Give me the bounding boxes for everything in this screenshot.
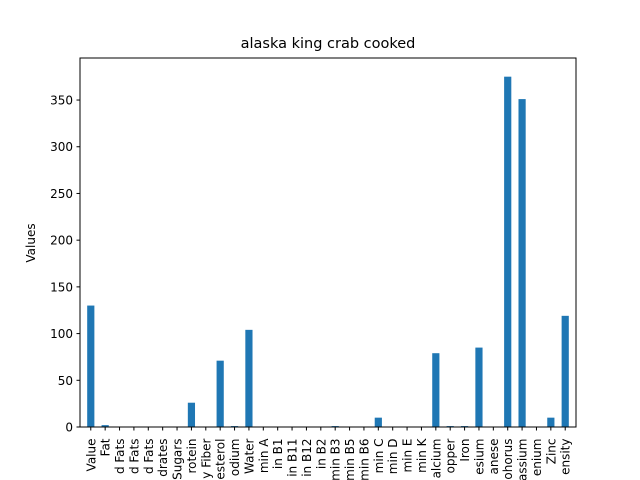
x-tick-label-4: d Fats [142,439,156,475]
x-tick-label-23: min K [415,437,429,472]
bar-1 [101,425,109,427]
x-tick-label-3: d Fats [127,439,141,475]
x-tick-label-22: min E [401,439,415,473]
x-tick-label-30: assium [516,439,530,480]
y-tick-label-1: 50 [58,374,73,388]
x-tick-label-17: min B3 [329,439,343,480]
y-tick-label-2: 100 [50,327,73,341]
bar-33 [561,315,569,427]
x-tick-label-11: Water [242,438,256,474]
x-tick-label-31: enium [530,439,544,477]
y-axis: 0 50 100 150 200 250 300 350 [50,94,80,435]
x-tick-label-1: Fat [99,438,113,456]
x-tick-label-29: ohorus [501,439,515,480]
x-tick-label-12: min A [257,438,271,473]
y-tick-label-3: 150 [50,280,73,294]
x-tick-label-8: y Fiber [199,438,213,478]
x-tick-label-25: opper [444,438,458,473]
x-tick-label-0: Value [84,439,98,472]
x-tick-label-20: min C [372,439,386,474]
y-axis-title: Values [24,223,38,262]
x-tick-label-18: min B5 [343,439,357,480]
x-axis: Value Fat d Fats d Fats d Fats drates Sugars ro… [84,427,573,480]
y-tick-label-5: 250 [50,187,73,201]
bar-29 [504,76,512,428]
x-tick-label-19: min B6 [357,439,371,480]
bar-11 [245,329,253,427]
bar-30 [518,99,526,427]
bar-0 [87,305,95,427]
bar-7 [187,402,196,427]
x-tick-label-27: esium [472,439,486,475]
x-tick-label-21: min D [386,439,400,475]
bar-20 [374,417,382,427]
x-tick-label-28: anese [487,439,501,475]
bar-9 [216,360,224,427]
y-tick-label-0: 0 [65,421,73,435]
bars-layer [87,76,569,428]
x-tick-label-24: alcium [429,439,443,479]
x-tick-label-14: in B11 [286,439,300,477]
x-tick-label-33: ensity [559,439,573,475]
y-tick-label-7: 350 [50,94,73,108]
x-tick-label-2: d Fats [113,439,127,475]
x-tick-label-26: Iron [458,439,472,462]
x-tick-label-7: rotein [185,439,199,474]
x-tick-label-5: drates [156,439,170,477]
x-tick-label-10: odium [228,439,242,477]
bar-27 [475,347,483,427]
bar-32 [547,417,555,427]
x-tick-label-32: Zinc [544,439,558,465]
x-tick-label-13: in B1 [271,439,285,470]
bar-24 [432,353,440,427]
y-tick-label-6: 300 [50,140,73,154]
chart-title: alaska king crab cooked [241,36,416,52]
y-tick-label-4: 200 [50,234,73,248]
plot-frame [79,57,577,428]
x-tick-label-6: Sugars [171,439,185,480]
x-tick-label-9: esterol [214,439,228,480]
x-tick-label-15: in B12 [300,439,314,477]
x-tick-label-16: in B2 [314,439,328,470]
